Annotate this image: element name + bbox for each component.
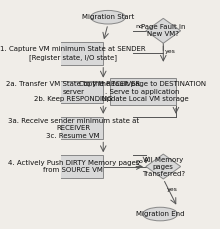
Ellipse shape [91, 11, 125, 24]
Text: no: no [136, 24, 143, 29]
FancyBboxPatch shape [43, 117, 103, 139]
Text: Migration End: Migration End [136, 211, 184, 217]
Text: 4. Actively Push DIRTY Memory pages
from SOURCE VM: 4. Actively Push DIRTY Memory pages from… [7, 160, 139, 173]
Text: Copy the fault page to DESTINATION
. Serve to application
. Update Local VM stor: Copy the fault page to DESTINATION . Ser… [79, 81, 206, 102]
Text: 3a. Receive sender minimum state at
RECEIVER
3c. Resume VM: 3a. Receive sender minimum state at RECE… [8, 117, 139, 139]
Text: yes: yes [167, 187, 177, 192]
FancyBboxPatch shape [43, 42, 103, 65]
Text: no: no [136, 159, 143, 164]
Polygon shape [146, 154, 181, 179]
Ellipse shape [143, 207, 178, 221]
Text: Migration Start: Migration Start [82, 14, 134, 20]
Text: All Memory
pages
Transferred?: All Memory pages Transferred? [142, 157, 185, 177]
Text: Page Fault in
New VM?: Page Fault in New VM? [141, 24, 185, 37]
FancyBboxPatch shape [110, 78, 176, 105]
Text: 1. Capture VM minimum State at SENDER
[Register state, I/O state]: 1. Capture VM minimum State at SENDER [R… [0, 46, 146, 60]
Polygon shape [146, 18, 181, 43]
Text: yes: yes [165, 49, 176, 54]
FancyBboxPatch shape [43, 81, 103, 103]
Text: 2a. Transfer VM State to the RECEIVER
server
2b. Keep RESPONDING: 2a. Transfer VM State to the RECEIVER se… [6, 81, 140, 102]
FancyBboxPatch shape [43, 155, 103, 178]
